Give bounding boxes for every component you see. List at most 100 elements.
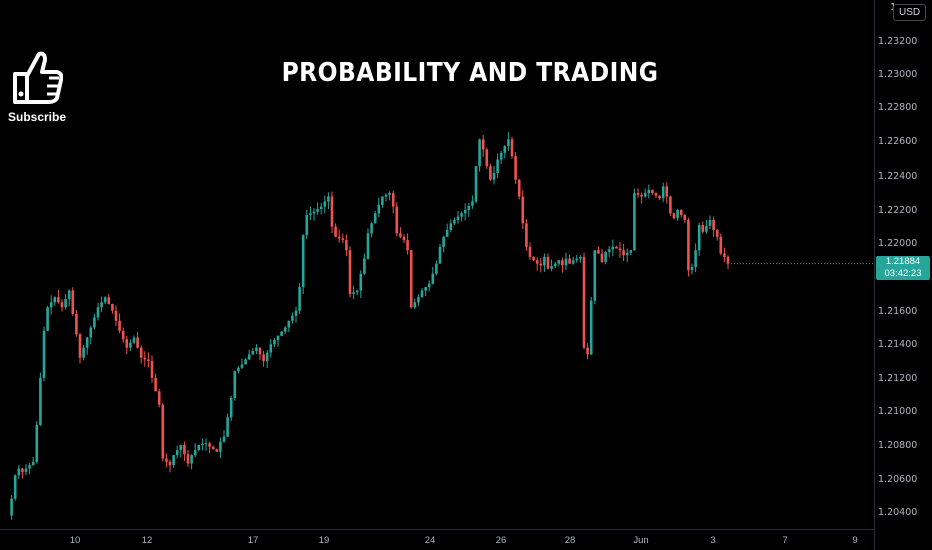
candle-up [690, 267, 694, 271]
candle-down [208, 443, 211, 447]
candle-down [118, 320, 121, 331]
candle-up [201, 444, 204, 446]
time-tick-label: 9 [852, 535, 858, 546]
candle-up [294, 310, 298, 316]
candle-down [665, 186, 669, 197]
candle-down [561, 260, 564, 266]
candle-up [204, 443, 208, 445]
candle-up [229, 398, 233, 418]
candle-up [366, 233, 370, 259]
candle-up [28, 465, 31, 469]
candle-up [438, 246, 442, 264]
candle-down [485, 149, 489, 167]
candle-up [355, 290, 359, 293]
subscribe-button[interactable]: Subscribe [6, 48, 68, 124]
candle-up [492, 172, 496, 180]
candle-down [399, 233, 402, 237]
candle-up [417, 297, 420, 303]
candle-up [85, 337, 89, 348]
candle-down [636, 193, 640, 195]
candle-down [683, 214, 687, 220]
candle-up [226, 417, 229, 437]
currency-badge[interactable]: USD [893, 4, 927, 21]
candle-down [658, 195, 661, 199]
candle-up [694, 250, 697, 268]
candle-down [532, 256, 535, 261]
candle-down [215, 449, 219, 452]
candle-up [190, 455, 193, 464]
candle-up [82, 347, 85, 358]
candle-up [543, 256, 546, 266]
candle-down [186, 454, 190, 464]
candle-down [71, 290, 75, 315]
thumbs-up-icon [13, 51, 63, 104]
candle-down [107, 297, 111, 304]
candle-up [255, 347, 258, 351]
candle-down [157, 391, 161, 405]
price-axis[interactable] [874, 0, 932, 550]
candle-up [287, 320, 291, 328]
candle-up [445, 230, 449, 237]
price-tick-label: 1.20600 [878, 474, 918, 485]
candle-down [640, 194, 643, 197]
candle-down [535, 260, 539, 264]
candle-up [435, 263, 438, 274]
candle-up [705, 225, 708, 232]
candle-down [514, 156, 517, 180]
candle-up [193, 450, 197, 456]
candle-down [597, 250, 600, 254]
candle-up [233, 371, 237, 399]
candle-up [697, 225, 701, 251]
candle-down [409, 250, 413, 308]
time-tick-label: 3 [710, 535, 716, 546]
time-tick-label: Jun [633, 535, 649, 546]
candle-up [579, 256, 582, 259]
candle-up [46, 307, 49, 331]
candle-down [147, 359, 150, 362]
candle-up [103, 297, 107, 303]
candle-up [647, 189, 651, 194]
time-tick-label: 28 [564, 535, 576, 546]
candle-up [31, 461, 35, 466]
candle-up [381, 196, 384, 205]
candle-down [161, 404, 165, 459]
candle-down [391, 193, 395, 207]
candle-up [676, 209, 679, 219]
candle-up [413, 302, 417, 308]
candle-up [478, 139, 481, 167]
candle-up [280, 331, 283, 336]
candle-down [712, 219, 715, 231]
candle-up [442, 236, 445, 247]
candle-up [323, 201, 327, 207]
candle-up [89, 327, 93, 338]
candle-down [330, 196, 334, 227]
candle-up [197, 445, 201, 451]
candle-up [607, 249, 611, 252]
candle-up [503, 146, 507, 153]
candle-down [139, 347, 143, 358]
candle-up [244, 359, 247, 365]
candle-down [481, 139, 485, 150]
candle-up [247, 354, 251, 360]
candle-down [672, 213, 676, 219]
candle-up [10, 498, 13, 516]
candle-up [564, 258, 568, 266]
candle-up [370, 223, 373, 234]
candle-up [219, 441, 222, 452]
price-tick-label: 1.20400 [878, 507, 918, 518]
candle-up [96, 307, 100, 318]
subscribe-label: Subscribe [7, 110, 67, 124]
candle-up [251, 350, 255, 355]
price-tick-label: 1.22400 [878, 171, 918, 182]
time-axis[interactable] [0, 529, 874, 550]
time-tick-label: 19 [318, 535, 330, 546]
candle-down [183, 445, 186, 455]
candle-down [654, 193, 658, 196]
candle-up [420, 290, 424, 298]
candle-up [100, 302, 103, 308]
candle-down [586, 347, 589, 355]
candle-down [687, 219, 690, 271]
candle-up [319, 206, 323, 210]
candle-up [352, 292, 355, 294]
